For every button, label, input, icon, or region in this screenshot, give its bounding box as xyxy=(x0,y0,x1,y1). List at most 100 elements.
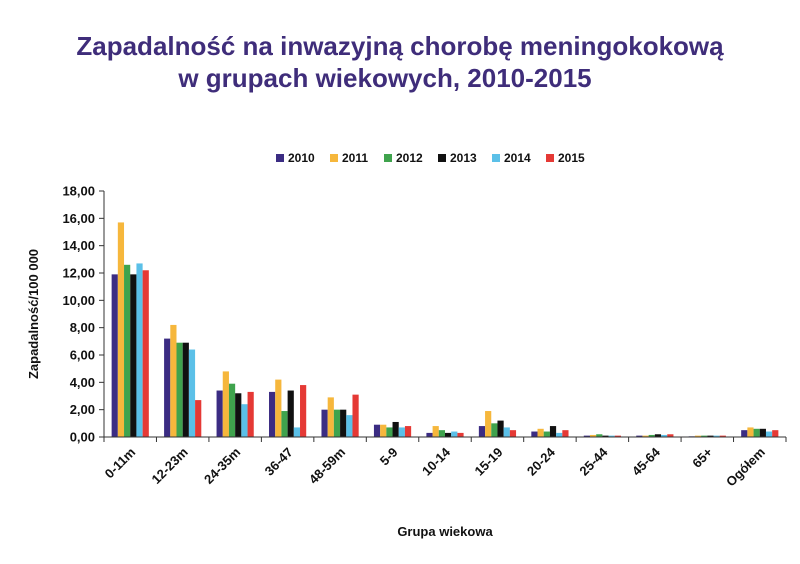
x-axis: 0-11m 12-23m 24-35m 36-47 48-59m 5-9 10-14 15-1… xyxy=(102,436,787,490)
legend-swatch-2014 xyxy=(492,154,500,162)
y-tick-label: 0,00 xyxy=(70,430,95,445)
bar-2010 xyxy=(164,338,171,437)
bar-2012 xyxy=(333,409,341,437)
bar-2012 xyxy=(596,434,603,437)
bar-2013 xyxy=(549,426,557,437)
y-tick-label: 2,00 xyxy=(70,402,95,417)
bar-2015 xyxy=(509,430,517,437)
bar-2013 xyxy=(287,390,294,437)
bar-2012 xyxy=(228,383,236,437)
y-tick-label: 12,00 xyxy=(62,266,95,281)
legend-label-2011: 2011 xyxy=(342,151,368,165)
bar-2013 xyxy=(445,432,452,437)
bar-2010 xyxy=(531,431,538,437)
x-tick-label: 20-24 xyxy=(524,444,559,479)
bar-2011 xyxy=(747,427,754,437)
bar-2015 xyxy=(667,434,674,437)
bar-2012 xyxy=(176,342,183,437)
bar-2014 xyxy=(661,434,668,437)
bar-2014 xyxy=(608,435,615,437)
bar-2015 xyxy=(300,385,307,437)
bar-2010 xyxy=(111,274,118,437)
bar-2011 xyxy=(222,371,229,437)
y-tick-label: 10,00 xyxy=(62,293,95,308)
bar-2011 xyxy=(432,426,439,437)
bar-2010 xyxy=(426,432,433,437)
bar-2011 xyxy=(170,324,177,437)
bar-2013 xyxy=(182,342,189,437)
bar-2015 xyxy=(404,426,412,437)
bar-2015 xyxy=(352,394,359,437)
bar-2012 xyxy=(753,428,760,437)
bar-2015 xyxy=(457,432,464,437)
y-tick-label: 14,00 xyxy=(62,238,95,253)
legend-swatch-2015 xyxy=(546,154,554,162)
bar-2011 xyxy=(275,379,282,437)
bar-2013 xyxy=(497,420,504,437)
bar-2014 xyxy=(398,427,405,437)
bar-2014 xyxy=(765,431,773,437)
bar-2011 xyxy=(694,435,702,437)
bar-2012 xyxy=(491,423,498,437)
bar-2010 xyxy=(216,390,223,437)
x-tick-label: 0-11m xyxy=(102,445,139,482)
x-tick-label: 65+ xyxy=(689,444,715,470)
bar-2012 xyxy=(648,434,655,437)
bar-2015 xyxy=(142,270,149,437)
bar-2011 xyxy=(327,397,334,437)
bar-2015 xyxy=(562,430,569,437)
bar-2015 xyxy=(719,435,726,437)
bar-2013 xyxy=(235,393,242,437)
chart-title-line2: w grupach wiekowych, 2010-2015 xyxy=(178,63,592,93)
bar-2013 xyxy=(602,435,609,437)
y-tick-label: 16,00 xyxy=(62,211,95,226)
bar-2010 xyxy=(321,409,328,437)
legend-label-2014: 2014 xyxy=(504,151,531,165)
bar-2012 xyxy=(438,430,445,437)
x-axis-title: Grupa wiekowa xyxy=(397,524,493,539)
y-tick-label: 8,00 xyxy=(70,320,95,335)
bar-2012 xyxy=(281,411,288,437)
bar-2015 xyxy=(247,391,254,437)
y-tick-label: 18,00 xyxy=(62,184,95,199)
x-tick-label: 10-14 xyxy=(419,444,454,479)
bar-2010 xyxy=(373,424,381,437)
bar-2011 xyxy=(380,424,387,437)
chart-title-line1: Zapadalność na inwazyjną chorobę meningo… xyxy=(76,31,724,61)
bar-2012 xyxy=(701,435,708,437)
bar-2014 xyxy=(293,427,301,437)
bar-2014 xyxy=(503,427,510,437)
bar-2010 xyxy=(583,435,590,437)
bar-2014 xyxy=(346,415,353,437)
bar-2010 xyxy=(478,426,486,437)
bar-2014 xyxy=(188,349,196,437)
legend-swatch-2010 xyxy=(276,154,284,162)
x-tick-label: 12-23m xyxy=(149,445,191,487)
bar-2011 xyxy=(589,434,597,437)
y-axis-title: Zapadalność/100 000 xyxy=(26,249,41,379)
legend-swatch-2013 xyxy=(438,154,446,162)
x-tick-label: 24-35m xyxy=(201,445,243,487)
bar-2015 xyxy=(614,435,621,437)
x-tick-label: Ogółem xyxy=(723,445,768,490)
x-tick-label: 45-64 xyxy=(629,444,664,479)
x-tick-label: 48-59m xyxy=(306,445,348,487)
y-tick-label: 6,00 xyxy=(70,348,95,363)
bar-2012 xyxy=(386,427,393,437)
legend-label-2012: 2012 xyxy=(396,151,423,165)
bar-2014 xyxy=(451,431,458,437)
x-tick-label: 36-47 xyxy=(262,445,296,479)
bar-2013 xyxy=(340,409,347,437)
bar-2012 xyxy=(124,264,131,437)
x-tick-label: 25-44 xyxy=(576,444,611,479)
x-tick-label: 15-19 xyxy=(471,445,505,479)
bar-2013 xyxy=(707,435,714,437)
chart-title: Zapadalność na inwazyjną chorobę meningo… xyxy=(0,30,800,94)
bar-2014 xyxy=(556,432,563,437)
bar-2012 xyxy=(543,431,550,437)
bar-2013 xyxy=(759,428,766,437)
bars xyxy=(111,222,779,437)
bar-2013 xyxy=(130,274,137,437)
legend-label-2010: 2010 xyxy=(288,151,315,165)
